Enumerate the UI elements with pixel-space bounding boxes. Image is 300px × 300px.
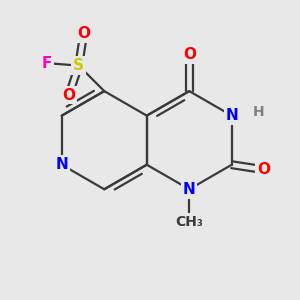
Text: CH₃: CH₃ xyxy=(175,215,203,229)
Text: N: N xyxy=(225,108,238,123)
Text: S: S xyxy=(73,58,84,73)
Text: N: N xyxy=(183,182,196,197)
Text: O: O xyxy=(62,88,75,103)
Text: O: O xyxy=(183,47,196,62)
Text: O: O xyxy=(77,26,90,41)
Text: N: N xyxy=(56,157,68,172)
Text: O: O xyxy=(257,162,270,177)
Text: H: H xyxy=(252,105,264,119)
Text: N: N xyxy=(183,182,196,197)
Text: F: F xyxy=(42,56,52,70)
Text: N: N xyxy=(225,108,238,123)
